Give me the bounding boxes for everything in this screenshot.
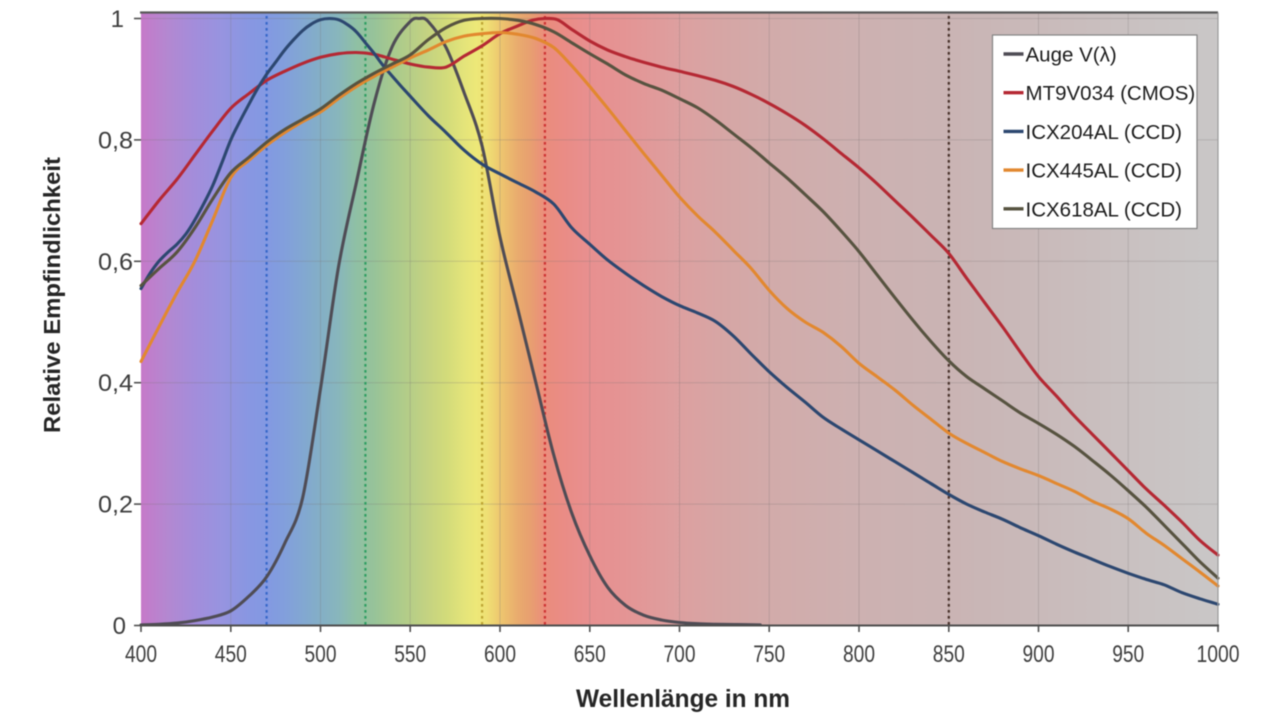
svg-text:500: 500 (305, 641, 337, 668)
svg-text:550: 550 (394, 641, 426, 668)
svg-text:900: 900 (1023, 641, 1055, 668)
svg-text:600: 600 (484, 641, 516, 668)
svg-text:ICX204AL (CCD): ICX204AL (CCD) (1026, 121, 1182, 144)
svg-text:950: 950 (1112, 641, 1144, 668)
svg-text:800: 800 (843, 641, 875, 668)
svg-text:750: 750 (753, 641, 785, 668)
svg-text:Auge V(λ): Auge V(λ) (1026, 44, 1117, 67)
svg-text:0: 0 (113, 613, 126, 640)
svg-text:ICX445AL (CCD): ICX445AL (CCD) (1026, 160, 1182, 183)
svg-text:1: 1 (111, 6, 124, 33)
svg-text:0,2: 0,2 (98, 492, 133, 519)
svg-text:700: 700 (664, 641, 696, 668)
svg-text:ICX618AL (CCD): ICX618AL (CCD) (1026, 198, 1182, 221)
svg-text:400: 400 (125, 641, 157, 668)
svg-text:Relative Empfindlichkeit: Relative Empfindlichkeit (39, 157, 65, 433)
svg-text:Wellenlänge in nm: Wellenlänge in nm (576, 685, 790, 713)
svg-text:MT9V034 (CMOS): MT9V034 (CMOS) (1026, 82, 1196, 105)
svg-text:0,4: 0,4 (98, 370, 133, 397)
svg-text:0,6: 0,6 (98, 249, 133, 276)
svg-text:0,8: 0,8 (98, 127, 133, 154)
svg-text:650: 650 (574, 641, 606, 668)
svg-text:1000: 1000 (1197, 641, 1240, 668)
svg-text:450: 450 (215, 641, 247, 668)
svg-text:850: 850 (933, 641, 965, 668)
